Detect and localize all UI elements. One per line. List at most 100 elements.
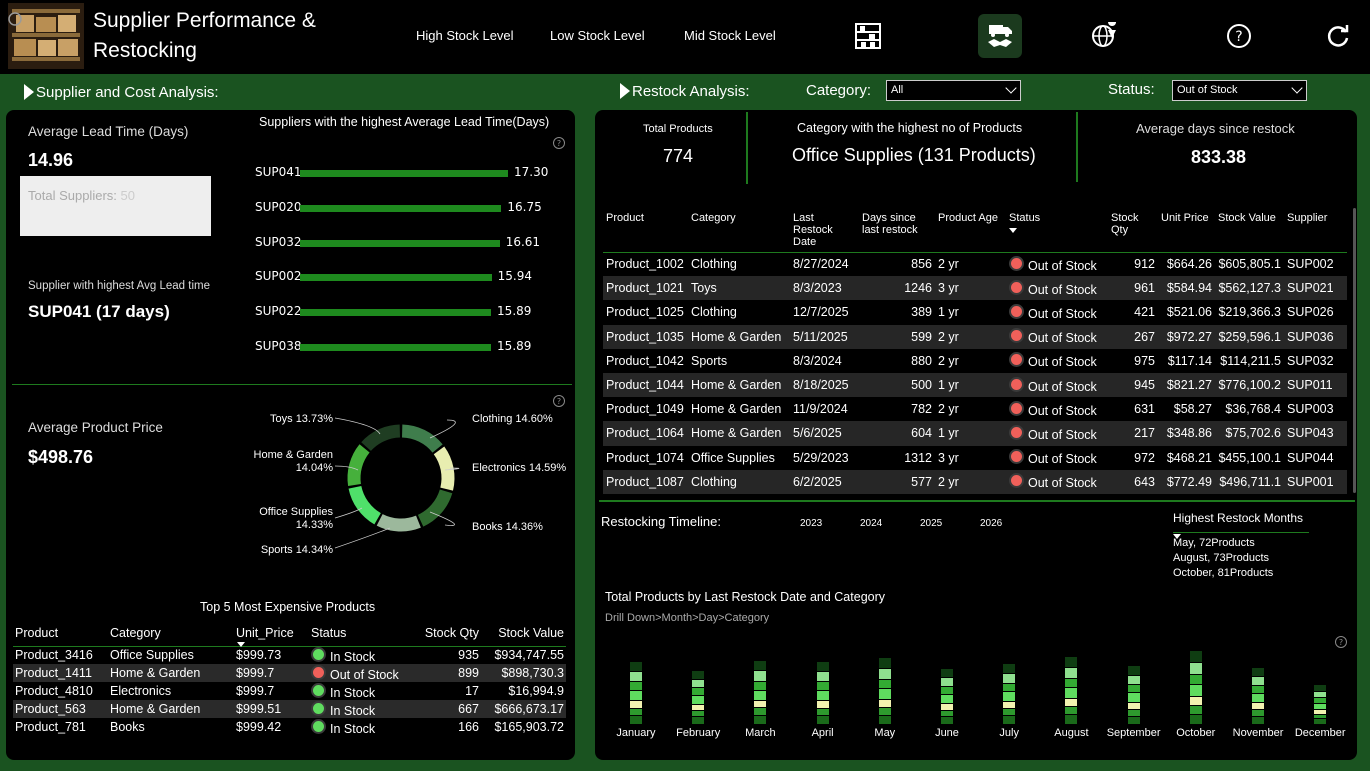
- bar-segment[interactable]: [754, 716, 767, 724]
- bar-segment[interactable]: [1252, 694, 1264, 703]
- column-header[interactable]: Supplier: [1284, 210, 1347, 253]
- lead-bar-row[interactable]: SUP022 15.89: [255, 304, 555, 320]
- bar-segment[interactable]: [1003, 709, 1016, 716]
- table-scrollbar[interactable]: [1353, 208, 1356, 493]
- month-stacked-bar[interactable]: [1252, 667, 1264, 724]
- bar[interactable]: [300, 239, 500, 247]
- column-header[interactable]: Status: [1006, 210, 1108, 253]
- table-row[interactable]: Product_1411 Home & Garden $999.7 Out of St…: [13, 664, 566, 682]
- bar-segment[interactable]: [1003, 701, 1016, 709]
- bar-segment[interactable]: [1314, 698, 1327, 703]
- donut-slice-clothing[interactable]: [401, 424, 443, 453]
- month-stacked-bar[interactable]: [941, 668, 953, 724]
- category-select[interactable]: All: [886, 80, 1021, 101]
- column-header[interactable]: Stock Qty: [411, 620, 481, 647]
- bar-segment[interactable]: [692, 688, 705, 695]
- bar-segment[interactable]: [630, 716, 642, 724]
- bar-segment[interactable]: [1065, 657, 1078, 667]
- bar-segment[interactable]: [878, 658, 891, 668]
- bar-segment[interactable]: [1003, 716, 1016, 724]
- column-header[interactable]: Days since last restock: [859, 210, 935, 253]
- month-stacked-bar[interactable]: [1065, 656, 1078, 724]
- lead-bar-row[interactable]: SUP020 16.75: [255, 200, 555, 216]
- handshake-truck-icon[interactable]: [978, 14, 1022, 58]
- month-stacked-bar[interactable]: [1189, 650, 1202, 724]
- bar-segment[interactable]: [1189, 714, 1202, 724]
- lead-bar-row[interactable]: SUP032 16.61: [255, 235, 555, 251]
- month-stacked-bar[interactable]: [692, 670, 705, 724]
- bar-segment[interactable]: [1127, 702, 1140, 709]
- donut-slice-electronics[interactable]: [433, 446, 455, 491]
- bar-segment[interactable]: [941, 678, 953, 687]
- table-row[interactable]: Product_1025 Clothing 12/7/2025 389 1 yr Out …: [603, 300, 1347, 324]
- bar-segment[interactable]: [1189, 674, 1202, 685]
- bar-segment[interactable]: [878, 688, 891, 699]
- month-stacked-bar[interactable]: [630, 661, 642, 724]
- bar-segment[interactable]: [1252, 703, 1264, 710]
- column-header[interactable]: Stock Value: [1215, 210, 1284, 253]
- table-row[interactable]: Product_1087 Clothing 6/2/2025 577 2 yr Out o…: [603, 469, 1347, 494]
- donut-slice-home-garden[interactable]: [347, 444, 370, 486]
- bar[interactable]: [300, 344, 492, 351]
- bar-segment[interactable]: [816, 672, 829, 682]
- bar-segment[interactable]: [816, 691, 829, 701]
- column-header[interactable]: Stock Value: [481, 620, 566, 647]
- bar-segment[interactable]: [754, 708, 767, 716]
- month-stacked-bar[interactable]: [1003, 663, 1016, 724]
- timeline-year-2026[interactable]: 2026: [980, 518, 1003, 529]
- bar-segment[interactable]: [941, 694, 953, 703]
- donut-slice-toys[interactable]: [361, 424, 401, 452]
- bar-segment[interactable]: [1065, 667, 1078, 678]
- bar-segment[interactable]: [630, 682, 642, 691]
- month-stacked-bar[interactable]: [878, 657, 891, 724]
- column-header[interactable]: Stock Qty: [1108, 210, 1158, 253]
- bar-segment[interactable]: [692, 679, 705, 688]
- bar-segment[interactable]: [1189, 685, 1202, 696]
- bar-segment[interactable]: [1314, 709, 1327, 714]
- bar-segment[interactable]: [754, 700, 767, 708]
- bar-segment[interactable]: [630, 672, 642, 682]
- bar-segment[interactable]: [630, 662, 642, 672]
- bar-segment[interactable]: [816, 716, 829, 724]
- timeline-year-2024[interactable]: 2024: [860, 518, 883, 529]
- bar-segment[interactable]: [1189, 662, 1202, 674]
- refresh-icon[interactable]: [1316, 14, 1360, 58]
- table-row[interactable]: Product_1044 Home & Garden 8/18/2025 500 1 y…: [603, 372, 1347, 398]
- help-icon[interactable]: ?: [553, 137, 565, 149]
- column-header[interactable]: Product: [13, 620, 108, 647]
- bar-segment[interactable]: [630, 691, 642, 701]
- bar-segment[interactable]: [1252, 717, 1264, 724]
- table-row[interactable]: Product_1064 Home & Garden 5/6/2025 604 1 yr…: [603, 421, 1347, 446]
- nav-low-stock[interactable]: Low Stock Level: [550, 28, 645, 43]
- table-row[interactable]: Product_1002 Clothing 8/27/2024 856 2 yr Out …: [603, 252, 1347, 276]
- column-header[interactable]: Unit_Price: [234, 620, 309, 647]
- table-row[interactable]: Product_563 Home & Garden $999.51 In Stock 6…: [13, 700, 566, 718]
- bar-segment[interactable]: [630, 701, 642, 708]
- bar-segment[interactable]: [878, 679, 891, 688]
- bar-segment[interactable]: [1189, 651, 1202, 662]
- month-stacked-bar[interactable]: [754, 660, 767, 724]
- bar-segment[interactable]: [692, 695, 705, 704]
- bar-segment[interactable]: [1065, 715, 1078, 724]
- table-row[interactable]: Product_4810 Electronics $999.7 In Stock 17 $…: [13, 682, 566, 700]
- bar-segment[interactable]: [1314, 691, 1327, 698]
- bar-segment[interactable]: [630, 708, 642, 716]
- help-icon[interactable]: ?: [1335, 636, 1347, 648]
- warehouse-shelf-icon[interactable]: [846, 14, 890, 58]
- globe-location-icon[interactable]: [1083, 14, 1127, 58]
- bar-segment[interactable]: [816, 708, 829, 716]
- bar-segment[interactable]: [941, 717, 953, 724]
- bar-segment[interactable]: [754, 661, 767, 671]
- bar-segment[interactable]: [1314, 719, 1327, 724]
- bar-segment[interactable]: [1314, 714, 1327, 719]
- bar-segment[interactable]: [1065, 678, 1078, 688]
- donut-slice-office-supplies[interactable]: [348, 485, 382, 525]
- column-header[interactable]: Category: [688, 210, 790, 253]
- bar-segment[interactable]: [1065, 707, 1078, 715]
- bar-segment[interactable]: [941, 710, 953, 717]
- donut-slice-books[interactable]: [417, 489, 453, 527]
- status-select[interactable]: Out of Stock: [1172, 80, 1307, 101]
- column-header[interactable]: Last Restock Date: [790, 210, 859, 253]
- bar[interactable]: [300, 204, 502, 212]
- timeline-year-2025[interactable]: 2025: [920, 518, 943, 529]
